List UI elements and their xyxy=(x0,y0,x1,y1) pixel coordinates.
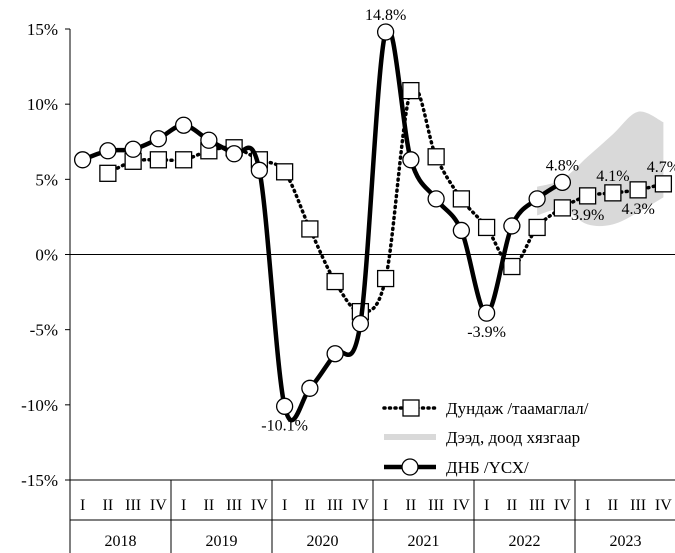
y-tick-label: -15% xyxy=(21,471,58,490)
quarter-label: II xyxy=(406,497,417,514)
quarter-label: III xyxy=(428,497,444,514)
year-label: 2020 xyxy=(307,533,339,550)
y-tick-label: 0% xyxy=(35,246,58,265)
year-label: 2023 xyxy=(610,533,642,550)
gdp-actual-marker xyxy=(301,379,319,397)
average-forecast-marker xyxy=(629,181,647,199)
quarter-label: III xyxy=(226,497,242,514)
gdp-actual-marker xyxy=(99,142,117,160)
quarter-label: I xyxy=(282,497,287,514)
gdp-actual-marker xyxy=(250,161,269,179)
legend-label-gdp: ДНБ /ҮСХ/ xyxy=(446,458,529,477)
year-label: 2022 xyxy=(509,533,541,550)
legend: Дундаж /таамаглал/ Дээд, доод хязгаар ДН… xyxy=(382,399,589,477)
year-label: 2019 xyxy=(206,533,238,550)
gdp-actual-marker xyxy=(452,221,471,240)
gdp-actual-marker xyxy=(200,131,218,149)
quarter-label: I xyxy=(383,497,388,514)
gdp-actual-marker xyxy=(326,345,344,363)
quarter-label: III xyxy=(630,497,646,514)
gdp-actual-marker xyxy=(351,315,370,333)
gdp-actual-marker xyxy=(73,151,92,169)
quarter-label: IV xyxy=(655,497,672,514)
quarter-label: II xyxy=(103,497,114,514)
average-forecast-marker xyxy=(528,218,546,237)
gdp-actual-marker xyxy=(427,190,445,208)
data-label: 4.7% xyxy=(647,159,675,176)
year-label: 2021 xyxy=(408,533,440,550)
gdp-actual-marker xyxy=(528,190,546,208)
data-label: 4.1% xyxy=(596,168,629,185)
quarter-label: II xyxy=(507,497,518,514)
average-forecast-marker xyxy=(477,218,496,237)
legend-swatch-gdp-marker xyxy=(401,458,419,476)
average-forecast-marker xyxy=(275,163,294,181)
average-forecast-marker xyxy=(174,151,193,169)
average-forecast-marker xyxy=(402,81,420,100)
gdp-actual-marker xyxy=(503,217,521,235)
quarter-label: I xyxy=(181,497,186,514)
average-forecast-marker xyxy=(149,151,168,169)
average-forecast-marker xyxy=(578,187,597,205)
y-tick-label: -10% xyxy=(21,396,58,415)
data-label: 4.8% xyxy=(546,157,579,174)
quarter-label: II xyxy=(608,497,619,514)
legend-label-band: Дээд, доод хязгаар xyxy=(446,428,580,447)
average-forecast-marker xyxy=(326,272,344,291)
quarter-label: II xyxy=(204,497,215,514)
average-forecast-marker xyxy=(553,199,572,217)
gdp-actual-marker xyxy=(376,23,395,41)
data-label: -3.9% xyxy=(467,324,506,341)
gdp-actual-marker xyxy=(402,151,420,169)
data-label-layer: 14.8% -10.1% -3.9% 4.8% 3.9% 4.1% 4.3% 4.7% xyxy=(261,7,675,434)
quarter-label: IV xyxy=(251,497,268,514)
data-label: 4.3% xyxy=(621,201,654,218)
y-tick-label: 15% xyxy=(27,20,58,39)
quarter-label: IV xyxy=(352,497,369,514)
y-tick-label: 10% xyxy=(27,95,58,114)
gdp-actual-marker xyxy=(124,140,142,158)
quarter-label: I xyxy=(484,497,489,514)
y-tick-label: -5% xyxy=(30,321,58,340)
gdp-actual-marker xyxy=(275,397,294,415)
quarter-label: I xyxy=(585,497,590,514)
data-label: 3.9% xyxy=(571,207,604,224)
quarter-label: IV xyxy=(554,497,571,514)
legend-swatch-average-marker xyxy=(402,399,420,417)
average-forecast-marker xyxy=(427,148,445,166)
quarter-label: I xyxy=(80,497,85,514)
year-label: 2018 xyxy=(105,533,137,550)
gdp-actual-marker xyxy=(477,304,496,322)
quarter-label: II xyxy=(305,497,316,514)
data-label: -10.1% xyxy=(261,417,308,434)
quarter-label: IV xyxy=(453,497,470,514)
quarter-label: IV xyxy=(150,497,167,514)
quarter-label: III xyxy=(327,497,343,514)
legend-label-average: Дундаж /таамаглал/ xyxy=(446,399,589,418)
quarter-label: III xyxy=(529,497,545,514)
average-forecast-marker xyxy=(604,184,622,202)
average-forecast-marker xyxy=(452,190,471,208)
y-tick-label: 5% xyxy=(35,170,58,189)
average-forecast-marker xyxy=(301,220,319,238)
average-forecast-marker xyxy=(503,257,521,276)
data-label: 14.8% xyxy=(365,7,406,24)
average-forecast-marker xyxy=(99,164,117,182)
average-forecast-marker xyxy=(654,175,673,193)
quarter-label: III xyxy=(125,497,141,514)
series-layer xyxy=(73,23,673,423)
gdp-actual-marker xyxy=(225,145,243,163)
average-forecast-marker xyxy=(376,269,395,288)
gdp-actual-marker xyxy=(553,173,572,191)
gdp-actual-marker xyxy=(174,116,193,134)
gdp-actual-marker xyxy=(149,130,168,148)
